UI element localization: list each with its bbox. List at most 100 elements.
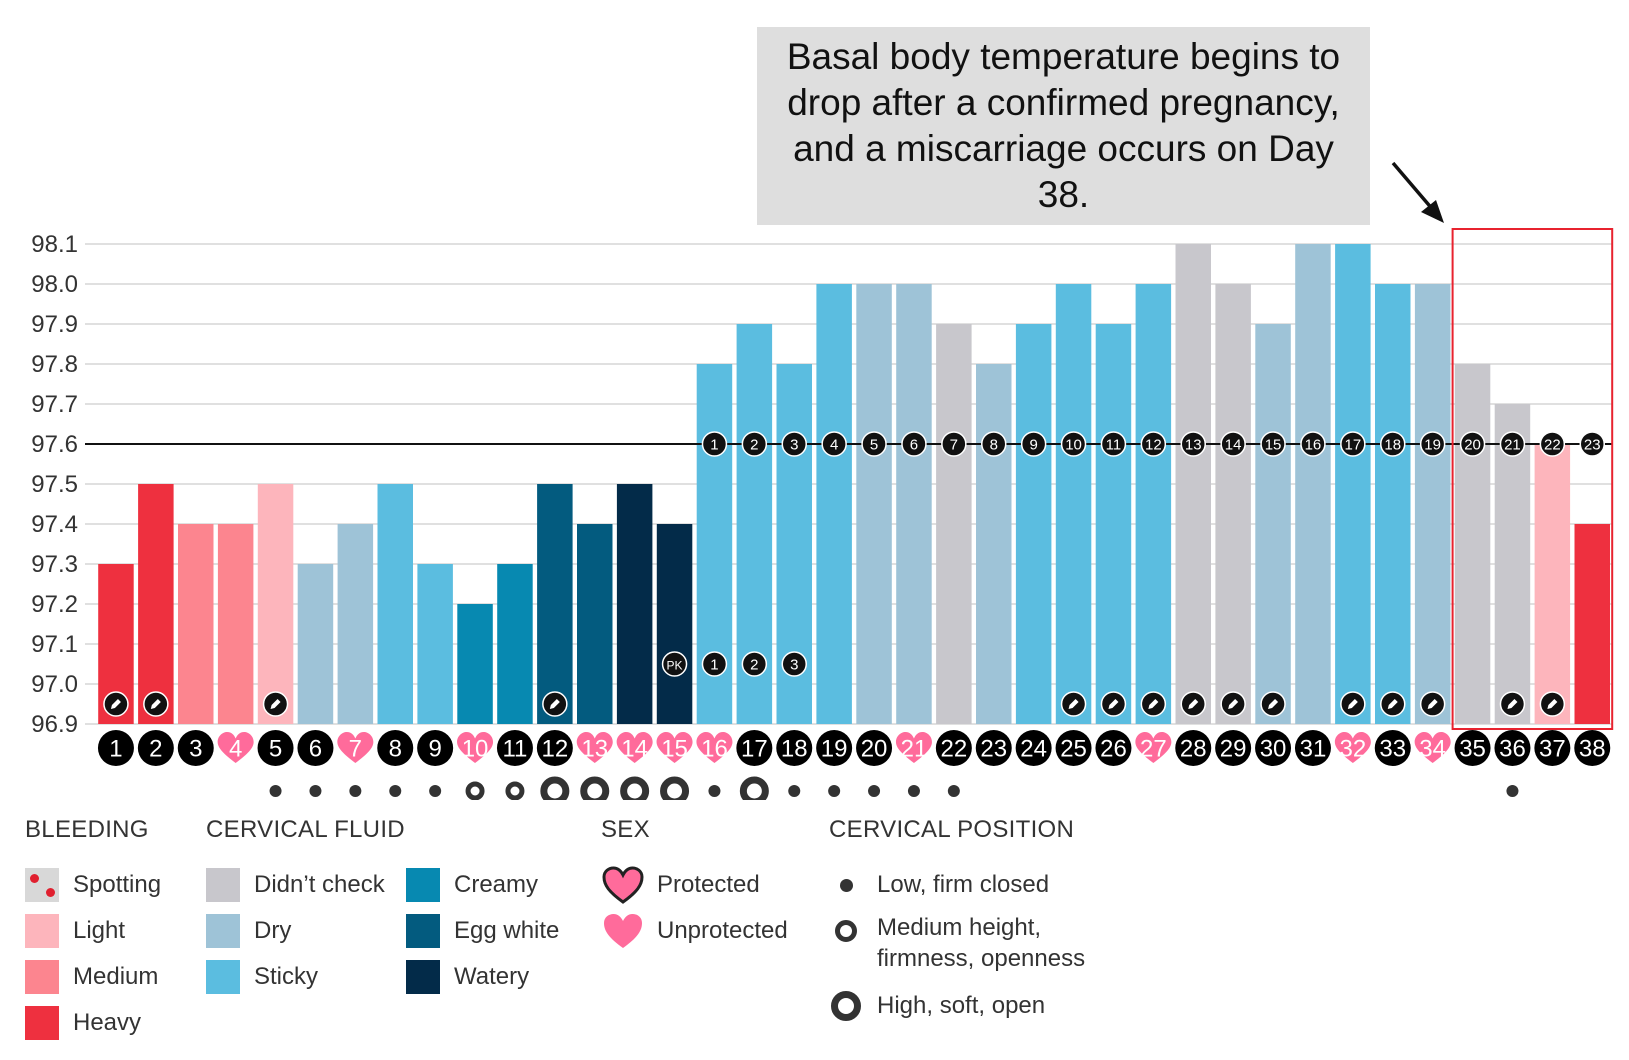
day-label: 24 xyxy=(1020,736,1047,763)
day-circle xyxy=(137,730,174,766)
dpo-label: 21 xyxy=(1504,437,1521,454)
y-tick-label: 96.9 xyxy=(31,711,78,738)
peak-marker xyxy=(661,651,688,677)
bbt-chart: 98.1 98.0 97.9 97.8 97.7 97.6 97.5 97.4 97.3 97.2… xyxy=(31,161,1614,800)
dpo-label: 22 xyxy=(1544,437,1561,454)
legend-high-label: High, soft, open xyxy=(877,992,1046,1019)
dpo-label: 15 xyxy=(1265,437,1282,454)
y-tick-label: 98.1 xyxy=(31,231,78,258)
day-label: 1 xyxy=(109,736,122,763)
day-circle xyxy=(1454,730,1491,766)
pencil-icon xyxy=(1108,699,1119,709)
day-label: 16 xyxy=(701,736,728,763)
day-circle xyxy=(536,730,573,766)
dpo-label: 10 xyxy=(1065,437,1082,454)
legend-heavy-label: Heavy xyxy=(73,1009,142,1036)
day-label: 11 xyxy=(502,736,527,763)
bar-day-30 xyxy=(1255,324,1291,724)
legend-didnt-check-label: Didn’t check xyxy=(254,871,385,898)
day-label: 23 xyxy=(980,736,1007,763)
bar-day-4 xyxy=(217,524,254,724)
heart-icon xyxy=(616,732,653,763)
legend-low: Low, firm closed xyxy=(829,868,1049,902)
legend-egg-white: Egg white xyxy=(406,914,559,948)
day-label: 33 xyxy=(1379,736,1406,763)
dpo-marker xyxy=(1340,431,1366,457)
heavy-swatch xyxy=(25,1006,59,1040)
pencil-icon xyxy=(1427,699,1438,709)
day-label: 35 xyxy=(1459,736,1486,763)
legend-protected-label: Protected xyxy=(657,871,760,898)
day-circle xyxy=(1534,730,1571,766)
legend-bleeding-title: BLEEDING xyxy=(25,816,149,843)
day-label: 14 xyxy=(621,736,648,763)
y-tick-label: 97.6 xyxy=(31,431,78,458)
cervical-low-marker xyxy=(947,785,960,797)
legend-medium: Medium xyxy=(25,960,158,994)
bar-day-2 xyxy=(138,484,174,724)
cervical-high-marker xyxy=(580,776,610,800)
day-circle xyxy=(975,730,1012,766)
bar-day-6 xyxy=(297,564,334,724)
bar-day-19 xyxy=(816,284,852,724)
day-circle xyxy=(816,730,853,766)
bar-day-12 xyxy=(537,484,573,724)
bar-day-32 xyxy=(1335,244,1371,724)
legend-heavy: Heavy xyxy=(25,1006,141,1040)
pencil-icon xyxy=(1547,699,1558,709)
day-label: 20 xyxy=(861,736,888,763)
legend-sticky: Sticky xyxy=(206,960,318,994)
legend-egg-white-label: Egg white xyxy=(454,917,560,944)
day-label: 22 xyxy=(940,736,967,763)
day-circle xyxy=(935,730,972,766)
legend-high: High, soft, open xyxy=(829,989,1045,1023)
bar-day-35 xyxy=(1454,364,1491,724)
y-tick-label: 97.4 xyxy=(31,511,78,538)
heart-icon xyxy=(217,732,254,763)
y-tick-label: 97.1 xyxy=(31,631,78,658)
bar-day-26 xyxy=(1095,324,1132,724)
day-label: 17 xyxy=(741,736,768,763)
dpo-label: 8 xyxy=(990,437,998,454)
day-circle xyxy=(1215,730,1252,766)
day-circle xyxy=(97,730,134,766)
dpo-marker xyxy=(1419,431,1446,457)
bar-day-22 xyxy=(936,324,972,724)
dpo-label: 20 xyxy=(1464,437,1481,454)
dpo-marker xyxy=(981,431,1007,457)
day-label: 25 xyxy=(1060,736,1087,763)
day-circle xyxy=(736,730,773,766)
day-circle xyxy=(496,730,533,766)
day-label: 18 xyxy=(781,736,808,763)
y-tick-label: 97.0 xyxy=(31,671,78,698)
legend-creamy: Creamy xyxy=(406,868,538,902)
high-position-icon xyxy=(829,989,863,1023)
medium-position-icon xyxy=(829,914,863,948)
bar-day-33 xyxy=(1375,284,1411,724)
day-circle xyxy=(377,730,414,766)
peak-label: 2 xyxy=(750,657,758,674)
day-circle xyxy=(1574,730,1611,766)
pencil-icon xyxy=(1228,699,1239,709)
peak-label: 3 xyxy=(790,657,798,674)
bar-day-23 xyxy=(976,364,1012,724)
cervical-low-marker xyxy=(429,785,442,797)
legend-light-label: Light xyxy=(73,917,126,944)
arrow-head-icon xyxy=(1421,200,1444,223)
sticky-swatch xyxy=(206,960,240,994)
bar-day-5 xyxy=(257,484,294,724)
day-circle xyxy=(417,730,454,766)
dpo-label: 12 xyxy=(1145,437,1162,454)
dpo-label: 9 xyxy=(1029,437,1037,454)
day-label: 38 xyxy=(1579,736,1606,763)
day-label: 15 xyxy=(661,736,688,763)
annotation-callout: Basal body temperature begins to drop af… xyxy=(757,27,1370,225)
peak-marker xyxy=(781,651,807,677)
cervical-medium-marker xyxy=(505,781,525,800)
day-label: 7 xyxy=(349,736,362,763)
cervical-low-marker xyxy=(349,785,362,797)
day-circle xyxy=(257,730,294,766)
legend-medium-position-label: Medium height, firmness, openness xyxy=(877,914,1086,972)
day-circle xyxy=(1294,730,1331,766)
legend-didnt-check: Didn’t check xyxy=(206,868,385,902)
